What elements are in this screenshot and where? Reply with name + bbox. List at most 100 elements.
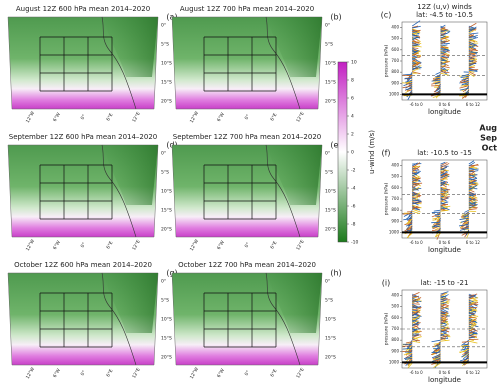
y-tick-label: 700: [391, 196, 399, 201]
lon-label: 0°: [80, 242, 88, 249]
x-tick-label: 6 to 12: [466, 370, 481, 375]
lat-label: 10°S: [161, 189, 172, 195]
y-axis-label: pressure (hPa): [384, 313, 390, 346]
x-tick-label: 0 to 6: [439, 240, 451, 245]
lon-label: 12°W: [189, 366, 201, 380]
lat-label: 10°S: [325, 317, 336, 323]
lat-label: 20°S: [161, 227, 172, 233]
lon-label: 12°E: [295, 367, 306, 380]
lon-label: 12°W: [189, 238, 201, 252]
panel-title: October 12Z 700 hPa mean 2014–2020: [178, 261, 316, 269]
colorbar-tick-label: 6: [351, 96, 354, 102]
colorbar-tick-label: 8: [351, 78, 354, 84]
lon-label: 6°E: [105, 112, 114, 122]
lat-label: 0°: [161, 23, 166, 29]
lat-label: 15°S: [325, 336, 336, 342]
lon-label: 12°W: [25, 110, 37, 124]
lon-label: 12°E: [131, 111, 142, 124]
x-axis-label: longitude: [428, 108, 461, 116]
colorbar-tick-label: -2: [351, 168, 356, 174]
colorbar-tick-label: -8: [351, 222, 356, 228]
lat-label: 20°S: [161, 355, 172, 361]
lat-label: 5°S: [161, 170, 169, 176]
colorbar: [338, 62, 347, 242]
colorbar-tick-label: 4: [351, 114, 354, 120]
colorbar-tick-label: 2: [351, 132, 354, 138]
y-tick-label: 600: [391, 47, 399, 52]
lon-label: 6°W: [216, 367, 226, 379]
y-tick-label: 400: [391, 163, 399, 168]
colorbar-tick-label: -4: [351, 186, 356, 192]
lon-label: 6°E: [105, 368, 114, 378]
lon-label: 6°E: [269, 112, 278, 122]
panel-letter: (f): [381, 149, 390, 158]
lat-label: 20°S: [325, 355, 336, 361]
lon-label: 12°W: [25, 238, 37, 252]
lon-label: 6°W: [216, 239, 226, 251]
y-tick-label: 500: [391, 304, 399, 309]
lat-label: 10°S: [161, 317, 172, 323]
y-tick-label: 600: [391, 185, 399, 190]
lon-label: 12°E: [131, 367, 142, 380]
lon-label: 6°E: [105, 240, 114, 250]
panel-letter: (h): [330, 269, 341, 278]
y-tick-label: 800: [391, 337, 399, 342]
lat-label: 5°S: [161, 42, 169, 48]
lat-label: 10°S: [325, 61, 336, 67]
wind-subtitle: lat: -4.5 to -10.5: [416, 11, 473, 19]
x-tick-label: 6 to 12: [466, 102, 481, 107]
lon-label: 6°W: [216, 111, 226, 123]
lon-label: 6°E: [269, 240, 278, 250]
lat-label: 15°S: [161, 208, 172, 214]
lon-label: 12°W: [189, 110, 201, 124]
y-tick-label: 700: [391, 326, 399, 331]
colorbar-tick-label: 10: [351, 60, 357, 66]
panel-letter: (b): [330, 13, 341, 22]
x-tick-label: -6 to 0: [410, 370, 424, 375]
y-tick-label: 700: [391, 58, 399, 63]
y-tick-label: 800: [391, 207, 399, 212]
lon-label: 6°E: [269, 368, 278, 378]
lat-label: 10°S: [325, 189, 336, 195]
wind-barb: [433, 348, 440, 349]
panel-title: September 12Z 700 hPa mean 2014–2020: [173, 133, 322, 141]
y-axis-label: pressure (hPa): [384, 45, 390, 78]
wind-subtitle: lat: -15 to -21: [421, 279, 469, 287]
y-tick-label: 600: [391, 315, 399, 320]
lon-label: 6°W: [52, 239, 62, 251]
x-axis-label: longitude: [428, 376, 461, 384]
legend-entry: Sep: [480, 134, 497, 143]
x-tick-label: 0 to 6: [439, 102, 451, 107]
panel-title: September 12Z 600 hPa mean 2014–2020: [9, 133, 158, 141]
lat-label: 0°: [161, 151, 166, 157]
colorbar-label: u-wind (m/s): [368, 130, 376, 174]
y-tick-label: 1000: [389, 229, 400, 234]
lon-label: 6°W: [52, 111, 62, 123]
lat-label: 15°S: [161, 80, 172, 86]
lat-label: 0°: [325, 23, 330, 29]
panel-letter: (i): [382, 279, 390, 288]
colorbar-tick-label: -10: [351, 240, 358, 246]
y-tick-label: 400: [391, 293, 399, 298]
lat-label: 0°: [325, 279, 330, 285]
x-tick-label: -6 to 0: [410, 102, 424, 107]
lon-label: 0°: [244, 114, 252, 121]
lon-label: 0°: [244, 370, 252, 377]
y-tick-label: 900: [391, 80, 399, 85]
x-axis-label: longitude: [428, 246, 461, 254]
lon-label: 0°: [244, 242, 252, 249]
lon-label: 12°W: [25, 366, 37, 380]
lat-label: 10°S: [161, 61, 172, 67]
legend-entry: Oct: [482, 144, 498, 153]
colorbar-tick-label: 0: [351, 150, 354, 156]
lat-label: 15°S: [325, 208, 336, 214]
y-tick-label: 900: [391, 348, 399, 353]
x-tick-label: 0 to 6: [439, 370, 451, 375]
y-tick-label: 400: [391, 25, 399, 30]
x-tick-label: -6 to 0: [410, 240, 424, 245]
panel-title: August 12Z 700 hPa mean 2014–2020: [180, 5, 314, 13]
wind-title: 12Z (u,v) winds: [417, 3, 472, 11]
lat-label: 20°S: [161, 99, 172, 105]
lon-label: 6°W: [52, 367, 62, 379]
